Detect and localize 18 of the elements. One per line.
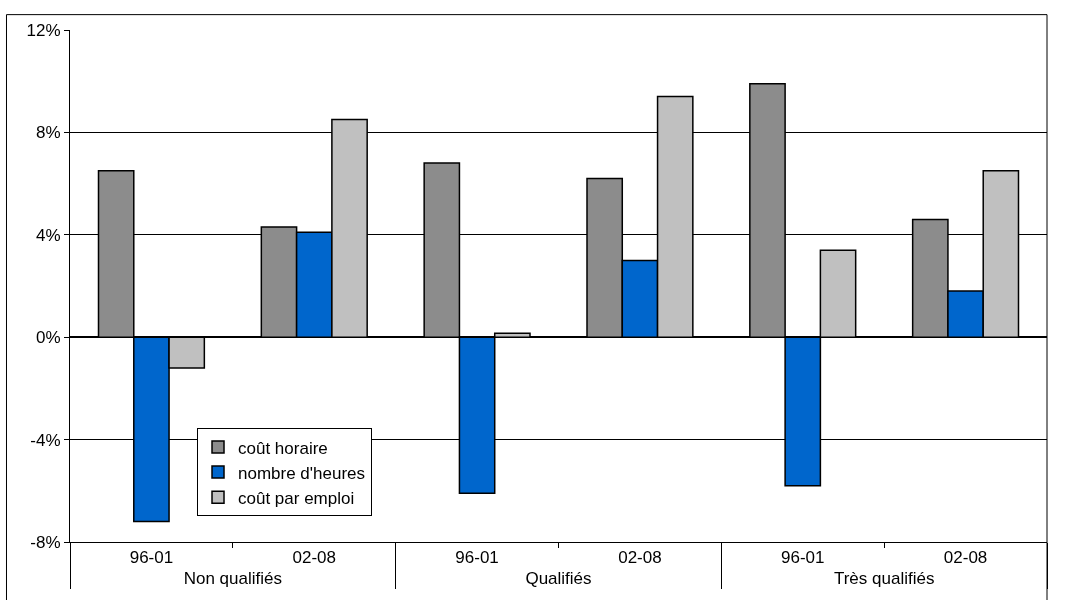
x-tick-label: 96-01 [129, 548, 174, 568]
text: Très qualifiés [833, 569, 935, 589]
x-tick-label: 02-08 [943, 548, 988, 568]
text: Non qualifiés [183, 569, 282, 589]
y-tick-label: -8% [30, 532, 61, 552]
x-tick-label: 96-01 [455, 548, 499, 568]
y-tick-label: 8% [36, 123, 61, 143]
y-tick-label: 0% [36, 328, 61, 348]
y-tick-label: 4% [36, 225, 61, 245]
legend-label: coût horaire [238, 438, 328, 458]
legend-label: nombre d'heures [238, 463, 366, 483]
y-tick-label: 12% [26, 20, 61, 40]
y-tick-label: -4% [30, 430, 61, 450]
text: Qualifiés [525, 569, 592, 589]
legend-label: coût par emploi [238, 488, 355, 508]
x-tick-label: 96-01 [781, 548, 825, 568]
x-tick-label: 02-08 [618, 548, 662, 568]
x-tick-label: 02-08 [292, 548, 336, 568]
